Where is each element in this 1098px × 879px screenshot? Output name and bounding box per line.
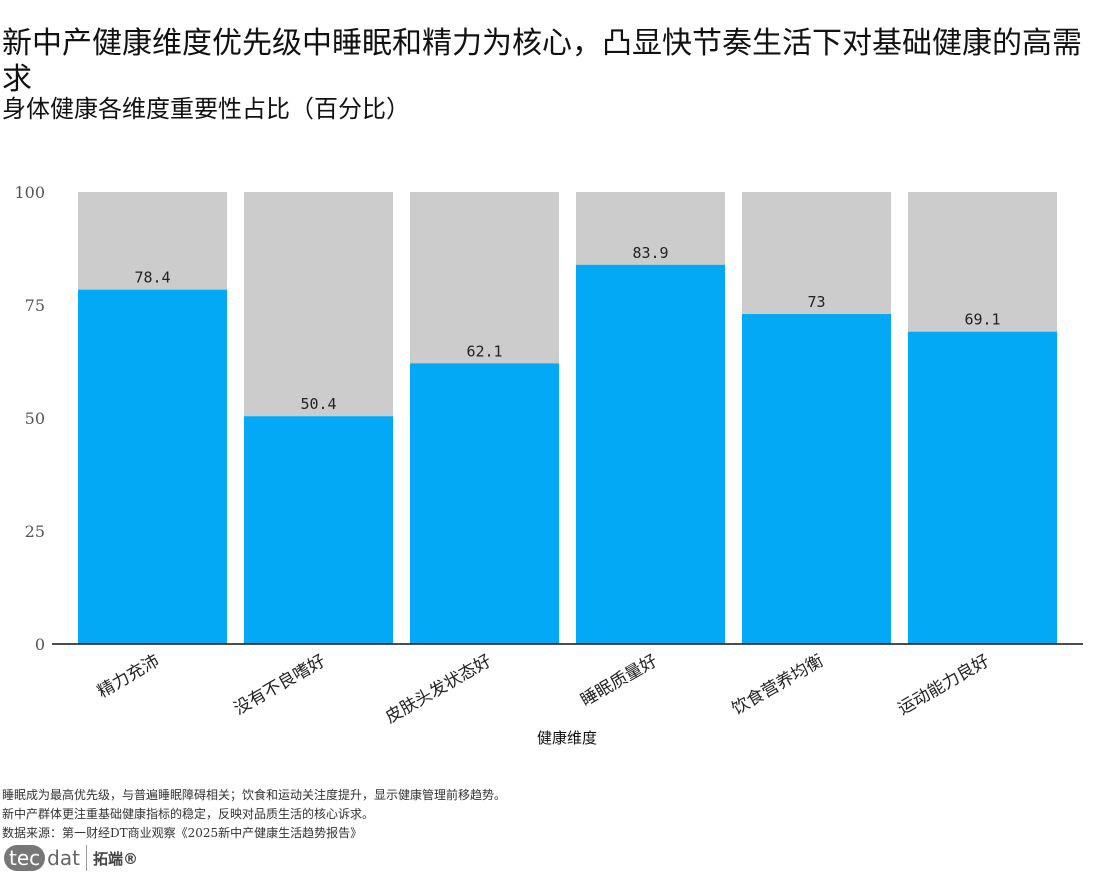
note-1: 睡眠成为最高优先级，与普遍睡眠障碍相关；饮食和运动关注度提升，显示健康管理前移趋… [2, 788, 507, 802]
data-label: 78.4 [134, 269, 170, 287]
data-label: 62.1 [466, 342, 502, 360]
x-tick-label: 睡眠质量好 [577, 651, 661, 711]
x-tick-label: 皮肤头发状态好 [382, 651, 495, 728]
y-tick-label: 100 [14, 183, 45, 202]
logo-tec: tec [4, 845, 46, 871]
bar [78, 289, 227, 644]
x-tick-label: 饮食营养均衡 [729, 651, 827, 719]
x-tick-label: 精力充沛 [94, 651, 163, 702]
logo-dat: dat [47, 846, 80, 870]
bar-remainder [742, 192, 891, 315]
bar-chart: 0 25 50 75 100 78.4 精力充沛 50.4 没有不良嗜好 62.1 皮肤头发状态好 8… [14, 183, 1083, 747]
y-tick-label: 25 [25, 522, 45, 541]
y-tick-label: 50 [25, 409, 45, 428]
logo-divider [85, 845, 87, 871]
bar-remainder [410, 192, 559, 364]
x-tick-label: 运动能力良好 [895, 651, 993, 719]
chart-subtitle: 身体健康各维度重要性占比（百分比） [2, 95, 410, 123]
bar [576, 264, 725, 644]
data-label: 69.1 [964, 311, 1000, 329]
x-tick-label: 没有不良嗜好 [231, 651, 329, 719]
logo-cn: 拓端® [92, 849, 138, 868]
data-label: 50.4 [300, 395, 336, 413]
bar [742, 314, 891, 644]
bar-remainder [78, 192, 227, 290]
logo: tec dat 拓端® [4, 845, 138, 871]
footnotes: 睡眠成为最高优先级，与普遍睡眠障碍相关；饮食和运动关注度提升，显示健康管理前移趋… [2, 786, 506, 843]
chart-title: 新中产健康维度优先级中睡眠和精力为核心，凸显快节奏生活下对基础健康的高需求 [2, 26, 1082, 97]
bar [244, 416, 393, 644]
y-tick-label: 75 [25, 296, 45, 315]
data-label: 83.9 [632, 244, 668, 262]
bar [410, 363, 559, 644]
data-label: 73 [807, 293, 825, 311]
y-tick-label: 0 [35, 635, 45, 654]
bar-remainder [576, 192, 725, 265]
x-axis-label: 健康维度 [537, 729, 597, 747]
data-source: 数据来源：第一财经DT商业观察《2025新中产健康生活趋势报告》 [2, 826, 363, 840]
bar [908, 331, 1057, 644]
bar-remainder [908, 192, 1057, 332]
note-2: 新中产群体更注重基础健康指标的稳定，反映对品质生活的核心诉求。 [2, 807, 375, 821]
bar-remainder [244, 192, 393, 417]
